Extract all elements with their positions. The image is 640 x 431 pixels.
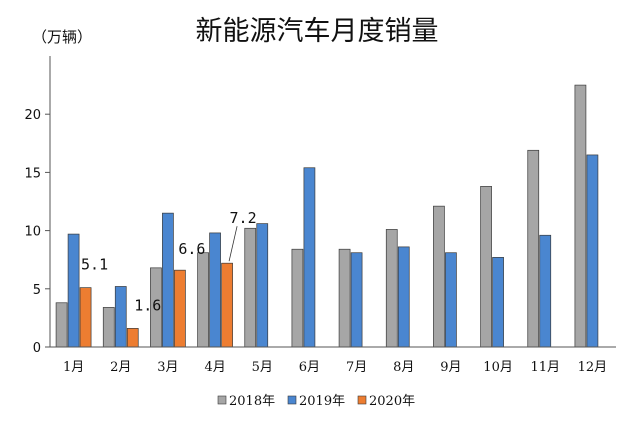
legend-label: 2018年: [229, 394, 275, 409]
bar-2019年-9月: [445, 252, 457, 348]
bar-2018年-8月: [385, 229, 398, 348]
bar-2018年-7月: [338, 248, 351, 348]
axes: [49, 56, 616, 348]
data-label: 6.6: [178, 240, 205, 258]
y-tick-label: 20: [24, 108, 41, 123]
bar-2019年-4月: [209, 232, 221, 348]
x-tick-label: 7月: [346, 360, 367, 375]
bar-2018年-2月: [102, 307, 115, 348]
bar-2018年-10月: [480, 186, 492, 348]
chart-title: 新能源汽车月度销量: [196, 16, 439, 47]
x-tick-label: 11月: [530, 360, 560, 375]
y-axis-ticks: 0 5 10 15 20: [24, 108, 50, 356]
bar-2020年-2月: [126, 328, 139, 348]
y-tick-label: 0: [33, 341, 41, 356]
y-axis-unit-label: （万辆）: [32, 28, 92, 46]
bars: [55, 84, 599, 348]
x-axis-ticks: 1月 2月 3月 4月 5月 6月 7月 8月 9月 10月 11月 12月: [63, 360, 607, 375]
bar-2019年-12月: [586, 154, 599, 348]
data-label: 1.6: [134, 296, 161, 314]
y-tick-label: 10: [24, 225, 41, 240]
bar-2020年-1月: [79, 287, 92, 348]
bar-2019年-5月: [256, 223, 269, 348]
data-labels: 5.1 1.6 6.6 7.2: [81, 209, 257, 314]
legend-swatch: [287, 395, 297, 405]
data-label: 5.1: [81, 256, 108, 274]
data-label-leader: [228, 226, 238, 262]
bar-2019年-1月: [67, 233, 80, 348]
bar-2018年-5月: [244, 227, 257, 348]
legend: 2018年 2019年 2020年: [217, 394, 415, 409]
legend-label: 2019年: [299, 394, 345, 409]
x-tick-label: 8月: [393, 360, 414, 375]
y-tick-label: 15: [24, 166, 41, 181]
bar-2019年-10月: [492, 257, 504, 348]
bar-2019年-8月: [397, 246, 410, 348]
bar-2018年-4月: [197, 252, 209, 348]
x-tick-label: 12月: [578, 360, 608, 375]
bar-2020年-3月: [174, 269, 186, 348]
bar-2019年-6月: [303, 167, 316, 348]
bar-2018年-12月: [574, 84, 587, 348]
bar-2019年-11月: [539, 234, 552, 348]
x-tick-label: 1月: [63, 360, 84, 375]
bar-2019年-7月: [350, 252, 363, 348]
bar-2018年-11月: [527, 149, 540, 348]
bar-2018年-9月: [433, 205, 445, 348]
legend-label: 2020年: [369, 394, 415, 409]
bar-2019年-3月: [162, 212, 174, 348]
bar-2018年-6月: [291, 248, 304, 348]
bar-2020年-4月: [221, 262, 233, 348]
x-tick-label: 6月: [299, 360, 320, 375]
legend-swatch: [357, 395, 367, 405]
y-tick-label: 5: [33, 283, 41, 298]
x-tick-label: 4月: [204, 360, 225, 375]
x-tick-label: 5月: [252, 360, 273, 375]
legend-swatch: [217, 395, 227, 405]
data-label: 7.2: [230, 209, 257, 227]
x-tick-label: 9月: [440, 360, 461, 375]
bar-2019年-2月: [114, 286, 127, 348]
x-tick-label: 10月: [483, 360, 513, 375]
bar-2018年-1月: [55, 302, 68, 348]
x-tick-label: 2月: [110, 360, 131, 375]
x-tick-label: 3月: [157, 360, 178, 375]
